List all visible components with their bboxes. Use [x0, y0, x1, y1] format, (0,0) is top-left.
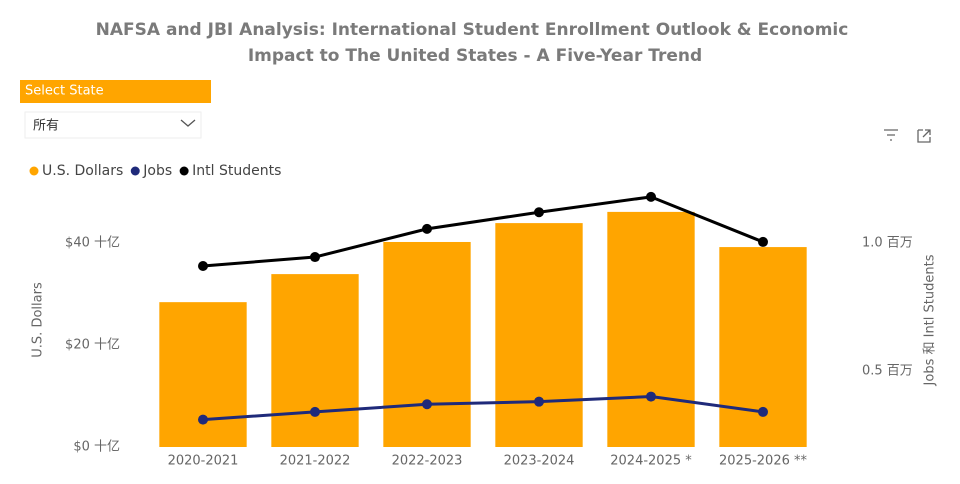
slicer-header — [20, 80, 211, 103]
bar — [159, 302, 247, 447]
x-tick-label: 2025-2026 ** — [719, 454, 807, 469]
legend-label: U.S. Dollars — [42, 163, 123, 179]
x-tick-label: 2020-2021 — [168, 454, 239, 469]
y-tick-label: $40 十亿 — [65, 236, 120, 251]
bar — [607, 211, 695, 447]
filter-icon[interactable] — [884, 129, 898, 141]
chart-subtitle: Impact to The United States - A Five-Yea… — [248, 46, 702, 66]
legend-label: Jobs — [142, 163, 172, 179]
bar — [495, 223, 583, 447]
dropdown[interactable] — [24, 111, 202, 139]
bar — [383, 241, 471, 447]
x-tick-label: 2024-2025 * — [610, 454, 692, 469]
bar — [719, 247, 807, 447]
marker — [310, 406, 320, 417]
dropdown-value: 所有 — [33, 119, 59, 134]
legend-swatch — [29, 166, 39, 176]
legend-label: Intl Students — [192, 163, 281, 179]
marker — [422, 223, 432, 234]
slicer-label: Select State — [25, 84, 104, 99]
y-axis-title: U.S. Dollars — [31, 282, 46, 358]
chart-title: NAFSA and JBI Analysis: International St… — [96, 20, 849, 40]
chevron[interactable] — [180, 119, 196, 127]
legend-swatch — [130, 166, 140, 176]
marker — [534, 396, 544, 407]
x-tick-label: 2022-2023 — [392, 454, 463, 469]
marker — [758, 236, 768, 247]
bar — [271, 274, 359, 447]
focus-icon[interactable] — [917, 129, 931, 143]
y2-axis-title: Jobs 和 Intl Students — [923, 254, 938, 386]
marker — [758, 406, 768, 417]
y-tick-label: $0 十亿 — [73, 440, 120, 455]
marker — [198, 414, 208, 425]
marker — [310, 252, 320, 263]
legend-swatch — [179, 166, 189, 176]
marker — [646, 391, 656, 402]
line — [202, 195, 764, 268]
marker — [198, 260, 208, 271]
marker — [534, 207, 544, 218]
y2-tick-label: 0.5 百万 — [862, 363, 913, 378]
line — [202, 395, 764, 422]
marker — [646, 191, 656, 202]
y2-tick-label: 1.0 百万 — [862, 235, 913, 250]
marker — [422, 399, 432, 410]
x-tick-label: 2021-2022 — [280, 454, 351, 469]
x-tick-label: 2023-2024 — [504, 454, 575, 469]
y-tick-label: $20 十亿 — [65, 338, 120, 353]
